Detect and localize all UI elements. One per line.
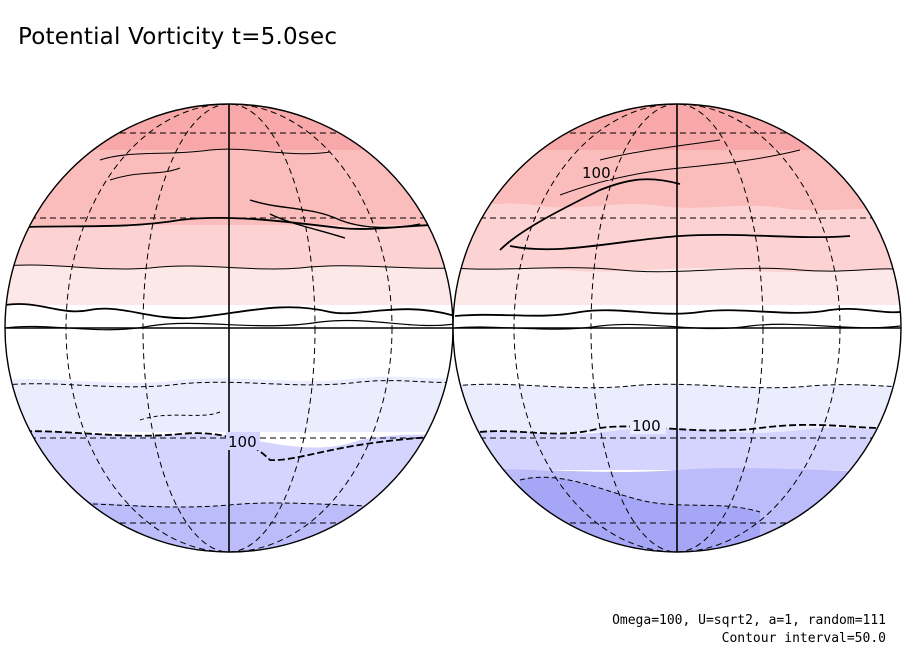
plot-title: Potential Vorticity t=5.0sec xyxy=(18,24,338,50)
left-color-bands xyxy=(5,104,453,552)
parameters-note: Omega=100, U=sqrt2, a=1, random=111 xyxy=(612,613,886,628)
right-hemisphere xyxy=(453,104,901,552)
left-negative-contour-label: 100 xyxy=(228,433,257,451)
left-hemisphere xyxy=(5,104,453,552)
right-positive-contour-label: 100 xyxy=(582,164,611,182)
right-negative-contour-label: 100 xyxy=(632,417,661,435)
right-globe-outline xyxy=(452,103,902,553)
contour-interval-note: Contour interval=50.0 xyxy=(721,631,886,646)
